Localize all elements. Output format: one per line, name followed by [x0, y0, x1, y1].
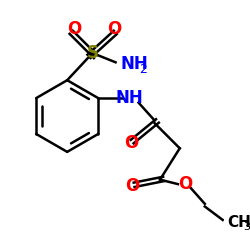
Text: O: O	[178, 175, 192, 193]
Text: CH: CH	[227, 215, 250, 230]
Text: S: S	[86, 44, 98, 62]
Text: O: O	[124, 134, 138, 152]
Text: 2: 2	[139, 63, 147, 76]
Text: NH: NH	[116, 89, 143, 107]
Text: NH: NH	[121, 55, 149, 73]
Text: O: O	[125, 177, 140, 195]
Text: O: O	[67, 20, 82, 38]
Text: 3: 3	[243, 222, 250, 232]
Text: O: O	[107, 20, 121, 38]
